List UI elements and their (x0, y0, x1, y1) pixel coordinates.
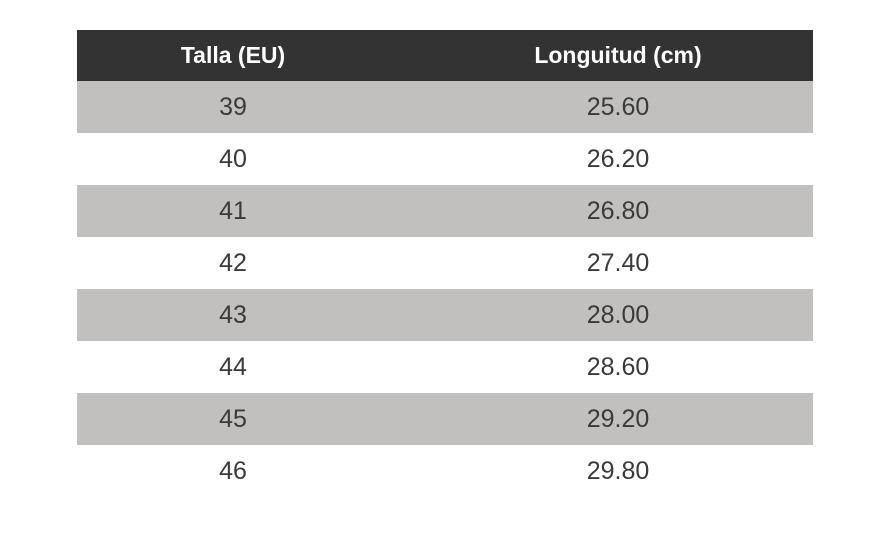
table-row: 39 25.60 (77, 81, 813, 133)
table-row: 44 28.60 (77, 341, 813, 393)
table-cell: 42 (219, 248, 247, 277)
table-cell: 44 (219, 352, 247, 381)
table-cell: 41 (219, 196, 247, 225)
table-cell: 29.80 (586, 456, 650, 485)
table-cell: 43 (219, 300, 247, 329)
table-cell: 46 (219, 456, 247, 485)
size-table: Talla (EU) Longuitud (cm) 39 25.60 40 26.20… (77, 30, 813, 497)
header-row: Talla (EU) Longuitud (cm) (77, 30, 813, 81)
table-cell: 28.00 (586, 300, 650, 329)
table-cell: 26.80 (586, 196, 650, 225)
table-cell: 25.60 (586, 92, 650, 121)
table-row: 46 29.80 (77, 445, 813, 497)
header-cell: Talla (EU) (180, 42, 286, 68)
table-cell: 28.60 (586, 352, 650, 381)
table-cell: 26.20 (586, 144, 650, 173)
table-row: 42 27.40 (77, 237, 813, 289)
table-row: 43 28.00 (77, 289, 813, 341)
header-cell: Longuitud (cm) (534, 42, 702, 68)
table-cell: 40 (219, 144, 247, 173)
table-row: 45 29.20 (77, 393, 813, 445)
table-cell: 39 (219, 92, 247, 121)
table-cell: 29.20 (586, 404, 650, 433)
table-row: 40 26.20 (77, 133, 813, 185)
table-cell: 45 (219, 404, 247, 433)
table-row: 41 26.80 (77, 185, 813, 237)
table-cell: 27.40 (586, 248, 650, 277)
